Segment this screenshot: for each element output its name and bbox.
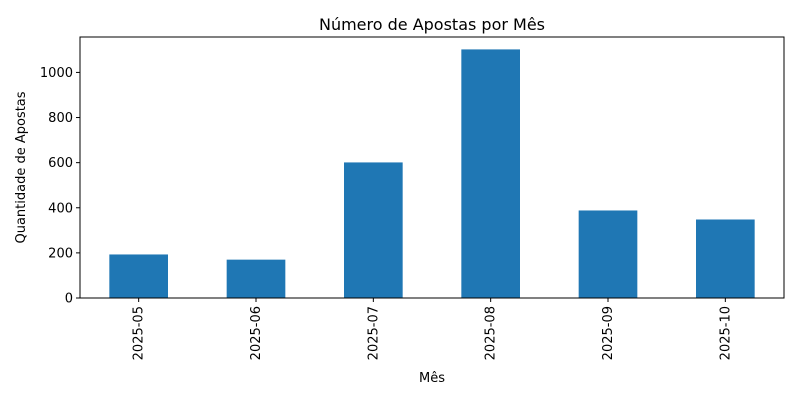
x-tick-label: 2025-10	[718, 306, 733, 360]
bar-2025-08	[461, 49, 520, 298]
bars-group	[109, 49, 755, 298]
x-tick-label: 2025-09	[601, 306, 616, 360]
y-tick-label: 600	[48, 156, 73, 171]
y-axis-ticks: 0 200 400 600 800 1000	[40, 66, 80, 307]
plot-frame	[79, 36, 785, 299]
y-tick-label: 800	[48, 111, 73, 126]
bar-2025-06	[226, 259, 286, 298]
y-axis-label: Quantidade de Apostas	[14, 91, 29, 243]
bar-2025-09	[578, 210, 638, 298]
x-tick-label: 2025-05	[132, 306, 147, 360]
bar-2025-05	[109, 254, 168, 298]
x-axis-label: Mês	[419, 371, 445, 386]
y-tick-label: 200	[48, 246, 73, 261]
bar-2025-10	[696, 219, 755, 298]
x-axis-ticks: 2025-05 2025-06 2025-07 2025-08 2025-09 2025-…	[132, 298, 733, 360]
x-tick-label: 2025-06	[249, 306, 264, 360]
y-tick-label: 1000	[40, 66, 73, 81]
x-tick-label: 2025-07	[366, 306, 381, 360]
bar-2025-07	[344, 162, 403, 298]
x-tick-label: 2025-08	[484, 306, 499, 360]
chart-title: Número de Apostas por Mês	[319, 15, 545, 34]
y-tick-label: 0	[65, 292, 73, 307]
y-tick-label: 400	[48, 201, 73, 216]
